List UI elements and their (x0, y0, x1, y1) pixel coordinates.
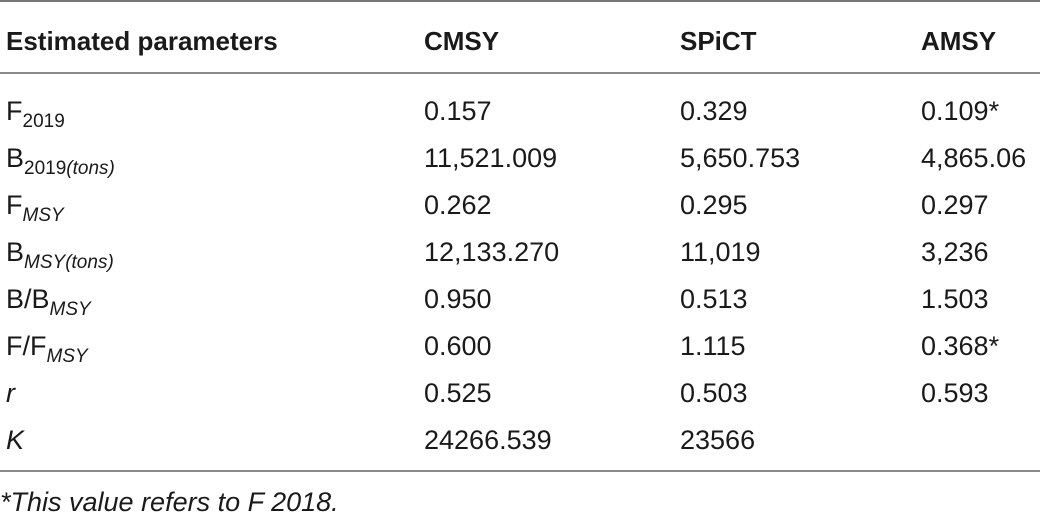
param-cell: BMSY(tons) (6, 237, 114, 273)
param-cell: F/FMSY (6, 331, 88, 367)
table-row: B2019(tons) 11,521.009 5,650.753 4,865.0… (0, 135, 1040, 182)
spict-cell: 23566 (680, 425, 756, 455)
table-row: F2019 0.157 0.329 0.109* (0, 88, 1040, 135)
cmsy-cell: 0.157 (424, 96, 492, 126)
param-cell: B2019(tons) (6, 143, 115, 179)
cmsy-cell: 12,133.270 (424, 237, 560, 267)
table-top-rule (0, 0, 1040, 2)
header-spict: SPiCT (680, 26, 757, 56)
param-cell: K (6, 425, 25, 455)
param-cell: B/BMSY (6, 284, 91, 320)
table-footnote: *This value refers to F 2018. (0, 487, 339, 517)
amsy-cell: 0.368* (921, 331, 1000, 361)
spict-cell: 11,019 (680, 237, 761, 267)
header-amsy: AMSY (921, 26, 997, 56)
cmsy-cell: 11,521.009 (424, 143, 558, 173)
table-row: FMSY 0.262 0.295 0.297 (0, 182, 1040, 229)
header-cmsy: CMSY (424, 26, 500, 56)
table-bottom-rule (0, 470, 1040, 472)
param-cell: r (6, 378, 15, 408)
table-row: BMSY(tons) 12,133.270 11,019 3,236 (0, 229, 1040, 276)
table-row: B/BMSY 0.950 0.513 1.503 (0, 276, 1040, 323)
cmsy-cell: 0.262 (424, 190, 492, 220)
spict-cell: 0.295 (680, 190, 748, 220)
param-cell: FMSY (6, 190, 64, 226)
cmsy-cell: 24266.539 (424, 425, 552, 455)
amsy-cell: 0.297 (921, 190, 989, 220)
spict-cell: 0.503 (680, 378, 748, 408)
cmsy-cell: 0.525 (424, 378, 492, 408)
amsy-cell: 4,865.06 (921, 143, 1027, 173)
table-header-rule (0, 72, 1040, 74)
table-header-row: Estimated parameters CMSY SPiCT AMSY (0, 18, 1040, 65)
cmsy-cell: 0.950 (424, 284, 492, 314)
spict-cell: 5,650.753 (680, 143, 801, 173)
cmsy-cell: 0.600 (424, 331, 492, 361)
header-estimated-parameters: Estimated parameters (6, 26, 278, 56)
spict-cell: 0.513 (680, 284, 748, 314)
amsy-cell: 3,236 (921, 237, 989, 267)
table-row: r 0.525 0.503 0.593 (0, 370, 1040, 417)
spict-cell: 1.115 (680, 331, 746, 361)
table-row: F/FMSY 0.600 1.115 0.368* (0, 323, 1040, 370)
amsy-cell: 0.593 (921, 378, 989, 408)
spict-cell: 0.329 (680, 96, 748, 126)
param-cell: F2019 (6, 96, 65, 132)
table-row: K 24266.539 23566 (0, 417, 1040, 464)
amsy-cell: 0.109* (921, 96, 1000, 126)
amsy-cell: 1.503 (921, 284, 989, 314)
